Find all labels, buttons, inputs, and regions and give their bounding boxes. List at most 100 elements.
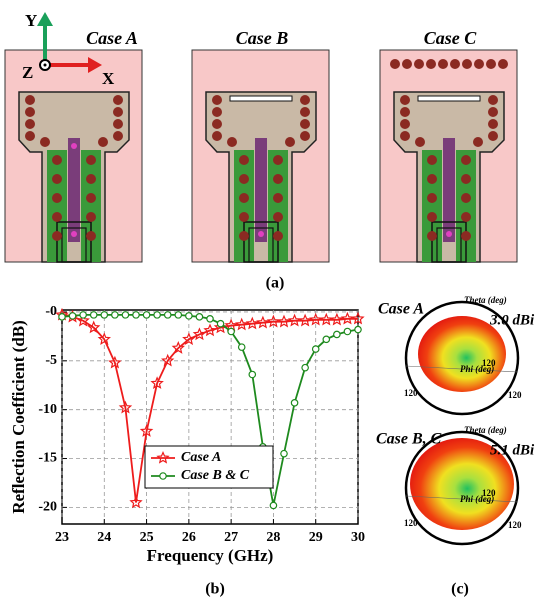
via [488, 107, 498, 117]
via [414, 59, 424, 69]
via [52, 174, 62, 184]
x-tick-label: 26 [182, 530, 196, 545]
via [25, 95, 35, 105]
marker [160, 473, 166, 479]
marker [302, 364, 308, 370]
via [474, 59, 484, 69]
y-tick-label: -10 [38, 402, 57, 417]
via [461, 174, 471, 184]
x-tick-label: 24 [97, 530, 111, 545]
marker [91, 312, 97, 318]
x-tick-label: 28 [266, 530, 280, 545]
via [415, 137, 425, 147]
marker [80, 312, 86, 318]
pattern-angle: 120 [404, 518, 418, 528]
via [273, 193, 283, 203]
via [273, 212, 283, 222]
axis-name: X [102, 69, 115, 88]
slot [418, 96, 480, 101]
via [488, 131, 498, 141]
y-tick-label: -20 [38, 500, 57, 515]
panel-label: (c) [451, 581, 469, 598]
via [52, 212, 62, 222]
feed-point [446, 231, 452, 237]
panel-label: (b) [205, 581, 225, 598]
x-tick-label: 29 [309, 530, 323, 545]
slot [230, 96, 292, 101]
via [273, 231, 283, 241]
via [86, 193, 96, 203]
via [402, 59, 412, 69]
feed-point [71, 231, 77, 237]
via [461, 193, 471, 203]
pattern-angle: 120 [482, 358, 496, 368]
via [98, 137, 108, 147]
via [427, 231, 437, 241]
marker [165, 312, 171, 318]
via [212, 119, 222, 129]
via [488, 119, 498, 129]
marker [112, 312, 118, 318]
pattern-case: Case B, C [376, 431, 442, 448]
via [86, 155, 96, 165]
pattern-theta: Theta (deg) [464, 295, 507, 305]
via [461, 231, 471, 241]
via [239, 174, 249, 184]
via [86, 231, 96, 241]
via [113, 107, 123, 117]
marker [69, 313, 75, 319]
via [212, 95, 222, 105]
marker [239, 344, 245, 350]
via [400, 131, 410, 141]
via [390, 59, 400, 69]
via [212, 107, 222, 117]
radiation-patterns: Case A3.0 dBiTheta (deg)Phi (deg)1201201… [376, 295, 535, 544]
axis-name: Z [22, 63, 33, 82]
marker [122, 312, 128, 318]
y-tick-label: -0 [45, 304, 57, 319]
feed [68, 138, 80, 242]
feed [255, 138, 267, 242]
via [25, 131, 35, 141]
marker [228, 328, 234, 334]
pattern-angle: 120 [404, 388, 418, 398]
via [461, 212, 471, 222]
pattern-case: Case A [378, 301, 424, 318]
via [239, 212, 249, 222]
marker [133, 312, 139, 318]
via [212, 131, 222, 141]
via [239, 193, 249, 203]
y-axis-title: Reflection Coefficient (dB) [9, 320, 28, 514]
case-label: Case B [236, 28, 289, 48]
y-tick-label: -5 [45, 353, 57, 368]
marker [313, 346, 319, 352]
feed-point [71, 143, 77, 149]
marker [143, 312, 149, 318]
via [300, 95, 310, 105]
pattern-gain: 5.1 dBi [490, 442, 535, 458]
via [426, 59, 436, 69]
via [300, 131, 310, 141]
via [400, 107, 410, 117]
axis-origin [44, 64, 47, 67]
via [52, 193, 62, 203]
via [52, 155, 62, 165]
x-tick-label: 30 [351, 530, 365, 545]
marker [101, 312, 107, 318]
via [239, 231, 249, 241]
via [300, 107, 310, 117]
via [450, 59, 460, 69]
via [86, 174, 96, 184]
antenna-diagrams [5, 12, 517, 262]
marker [175, 312, 181, 318]
via [273, 174, 283, 184]
axis-name: Y [25, 11, 37, 30]
via [400, 119, 410, 129]
pattern-angle: 120 [508, 390, 522, 400]
via [52, 231, 62, 241]
via [488, 95, 498, 105]
via [273, 155, 283, 165]
marker [59, 314, 65, 320]
case-label: Case A [86, 28, 138, 48]
marker [291, 400, 297, 406]
